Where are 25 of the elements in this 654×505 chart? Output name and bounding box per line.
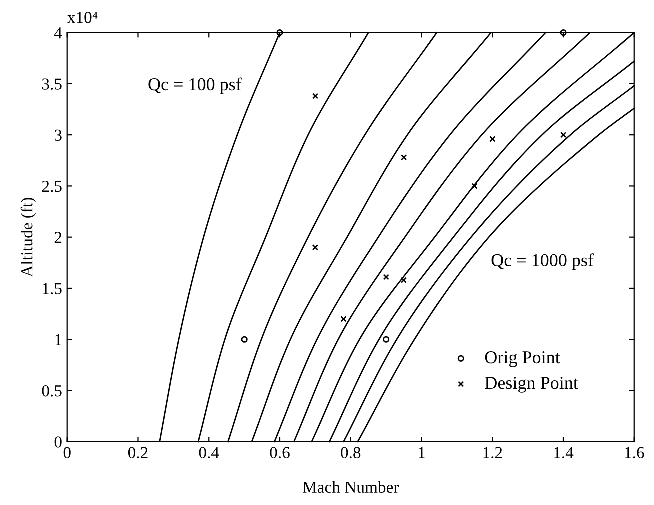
text: x10⁴ [68, 12, 98, 24]
x-tick-label: 1.4 [554, 447, 574, 459]
x-tick-label: 0 [64, 447, 71, 458]
y-tick-label: 3 [54, 130, 62, 142]
x-tick-label: 1.2 [484, 447, 502, 459]
x-tick-label: 0.6 [270, 447, 290, 459]
y-tick-label: 2 [54, 232, 62, 244]
y-tick-label: 1.5 [43, 283, 62, 294]
x-axis-title: Mach Number [302, 481, 400, 494]
y-tick-label: 0 [54, 436, 62, 448]
legend-label: Orig Point [485, 351, 560, 368]
x-tick-label: 0.8 [341, 447, 361, 459]
y-tick-label: 2.5 [42, 180, 62, 192]
x-tick-label: 0.4 [199, 447, 220, 459]
x-tick-label: 0.2 [128, 447, 148, 459]
y-tick-label: 0.5 [42, 385, 62, 397]
x-tick-label: 1 [419, 447, 425, 458]
x-tick-label: 1.6 [625, 447, 644, 459]
y-tick-label: 3.5 [42, 78, 62, 90]
y-axis-title: Altitude (ft) [20, 198, 36, 278]
annotation: Qc = 1000 psf [492, 254, 594, 270]
annotation: Qc = 100 psf [148, 78, 242, 94]
legend-label: Design Point [485, 377, 578, 393]
y-tick-label: 1 [56, 334, 62, 346]
y-tick-label: 4 [54, 28, 62, 39]
